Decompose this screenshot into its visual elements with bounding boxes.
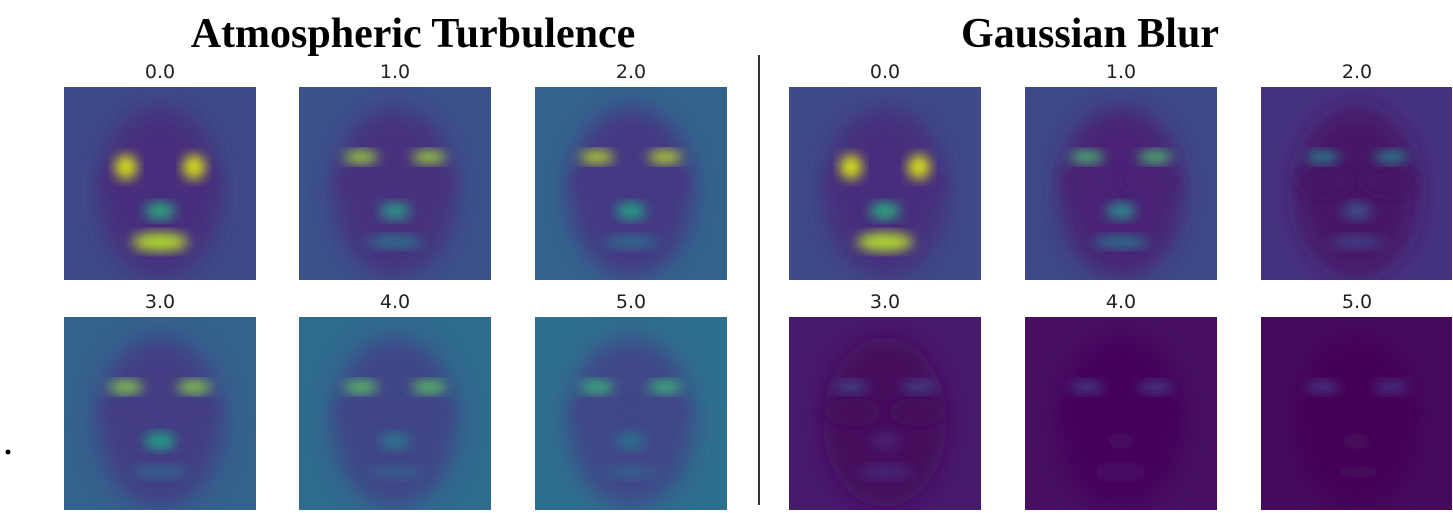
eye [1374, 151, 1408, 163]
eye-shadow [164, 398, 220, 426]
eye-shadow [635, 398, 691, 426]
subplot-label: 3.0 [145, 291, 175, 313]
eye [580, 151, 614, 163]
eye [902, 381, 936, 393]
eye-shadow [1297, 398, 1353, 426]
eye [412, 381, 446, 393]
nose [145, 203, 175, 219]
eye [648, 381, 682, 393]
eye-shadow [100, 398, 156, 426]
eye-shadow [571, 168, 627, 196]
eye [580, 381, 614, 393]
face-image [1261, 87, 1452, 280]
nose [380, 433, 410, 449]
nose [380, 203, 410, 219]
mouth [132, 466, 188, 478]
nose [870, 203, 900, 219]
face-image [64, 317, 256, 510]
eye [1070, 381, 1104, 393]
eye [1306, 381, 1340, 393]
eye [412, 151, 446, 163]
mouth [1329, 236, 1385, 248]
subplot-label: 4.0 [380, 291, 410, 313]
nose [616, 203, 646, 219]
mouth [603, 466, 659, 478]
subplot-label: 1.0 [380, 61, 410, 83]
eye [834, 381, 868, 393]
mouth [367, 466, 423, 478]
nose [1342, 433, 1372, 449]
page: Atmospheric Turbulence Gaussian Blur 0.0… [0, 0, 1453, 513]
eye-shadow [1061, 168, 1117, 196]
mouth [1093, 466, 1149, 478]
face-image [1025, 87, 1217, 280]
eye-shadow [399, 398, 455, 426]
eye [1374, 381, 1408, 393]
eye [1070, 151, 1104, 163]
eye-shadow [399, 168, 455, 196]
face-image [64, 87, 256, 280]
face-image [1261, 317, 1452, 510]
eye [648, 151, 682, 163]
eye [840, 155, 862, 179]
eye [177, 381, 211, 393]
mouth [603, 236, 659, 248]
eye [344, 381, 378, 393]
face-image [789, 87, 981, 280]
eye [1138, 381, 1172, 393]
subplot-label: 5.0 [616, 291, 646, 313]
face-image [299, 87, 491, 280]
eye-shadow [635, 168, 691, 196]
eye-shadow [571, 398, 627, 426]
figure: Atmospheric Turbulence Gaussian Blur 0.0… [0, 0, 1453, 513]
eye [109, 381, 143, 393]
eye [115, 155, 137, 179]
eye [1306, 151, 1340, 163]
subplot-label: 5.0 [1342, 291, 1372, 313]
nose [145, 433, 175, 449]
nose [616, 433, 646, 449]
mouth [1093, 236, 1149, 248]
eye-shadow [1361, 168, 1417, 196]
subplot-label: 4.0 [1106, 291, 1136, 313]
subplot-label: 2.0 [1342, 61, 1372, 83]
eye-shadow [1061, 398, 1117, 426]
eye-shadow [1125, 398, 1181, 426]
eye [183, 155, 205, 179]
eye-shadow [335, 398, 391, 426]
face-image [1025, 317, 1217, 510]
panel-title: Gaussian Blur [961, 11, 1219, 57]
eye-shadow [825, 398, 881, 426]
eye-shadow [335, 168, 391, 196]
eye [344, 151, 378, 163]
face-image [535, 87, 727, 280]
mouth [132, 233, 188, 251]
face-image [535, 317, 727, 510]
eye-shadow [889, 398, 945, 426]
mouth [367, 236, 423, 248]
subplot-label: 0.0 [145, 61, 175, 83]
eye [1138, 151, 1172, 163]
subplot-label: 2.0 [616, 61, 646, 83]
eye [908, 155, 930, 179]
panel-title: Atmospheric Turbulence [191, 11, 636, 57]
eye-shadow [1125, 168, 1181, 196]
subplot-label: 3.0 [870, 291, 900, 313]
nose [1106, 433, 1136, 449]
eye-shadow [1297, 168, 1353, 196]
subplot-label: 0.0 [870, 61, 900, 83]
nose [870, 433, 900, 449]
dot [6, 450, 11, 455]
eye-shadow [1361, 398, 1417, 426]
mouth [1329, 466, 1385, 478]
nose [1342, 203, 1372, 219]
mouth [857, 233, 913, 251]
nose [1106, 203, 1136, 219]
face-image [299, 317, 491, 510]
face-image [789, 317, 981, 510]
subplot-label: 1.0 [1106, 61, 1136, 83]
mouth [857, 466, 913, 478]
